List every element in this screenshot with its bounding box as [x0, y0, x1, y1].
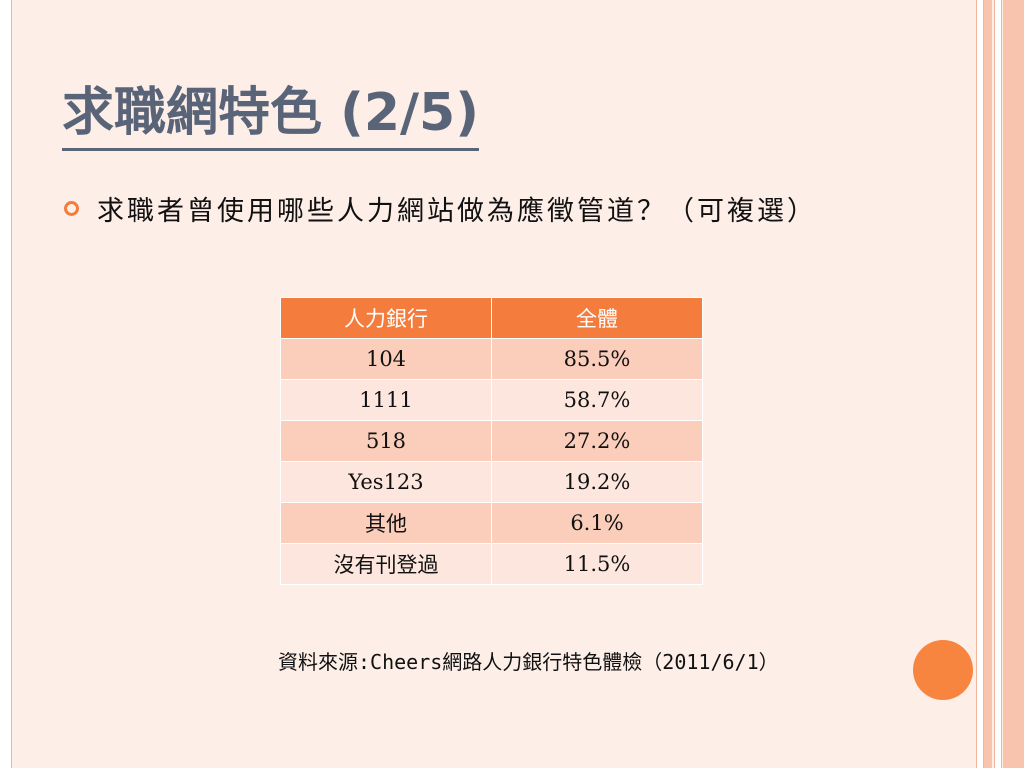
- table-cell: Yes123: [280, 461, 492, 503]
- table-cell: 85.5%: [491, 338, 703, 380]
- table-cell: 6.1%: [491, 502, 703, 544]
- table-cell: 1111: [280, 379, 492, 421]
- table-cell: 104: [280, 338, 492, 380]
- decor-stripe: [984, 0, 992, 768]
- table-cell: 27.2%: [491, 420, 703, 462]
- table-cell: 沒有刊登過: [280, 543, 492, 585]
- table-row: 其他 6.1%: [280, 502, 703, 544]
- header-cell-overall: 全體: [491, 297, 703, 339]
- table-cell: 其他: [280, 502, 492, 544]
- table-row: 1111 58.7%: [280, 379, 703, 421]
- table-row: Yes123 19.2%: [280, 461, 703, 503]
- bullet-circle-icon: [64, 200, 79, 216]
- table-row: 沒有刊登過 11.5%: [280, 543, 703, 585]
- table-row: 104 85.5%: [280, 338, 703, 380]
- table-cell: 19.2%: [491, 461, 703, 503]
- table-cell: 58.7%: [491, 379, 703, 421]
- data-table: 人力銀行 全體 104 85.5% 1111 58.7% 518 27.2% Y…: [280, 297, 703, 585]
- bullet-text: 求職者曾使用哪些人力網站做為應徵管道？（可複選）: [97, 195, 817, 227]
- decor-stripe: [976, 0, 984, 768]
- table-cell: 11.5%: [491, 543, 703, 585]
- left-border: [0, 0, 12, 768]
- table-row: 518 27.2%: [280, 420, 703, 462]
- table-header-row: 人力銀行 全體: [280, 297, 703, 339]
- slide-title: 求職網特色 (2/5): [62, 78, 479, 151]
- decor-circle: [913, 640, 973, 700]
- source-note: 資料來源:Cheers網路人力銀行特色體檢（2011/6/1）: [278, 650, 779, 674]
- bullet-item: 求職者曾使用哪些人力網站做為應徵管道？（可複選）: [64, 190, 817, 227]
- header-cell-bank: 人力銀行: [280, 297, 492, 339]
- table-cell: 518: [280, 420, 492, 462]
- decor-stripe: [1003, 0, 1024, 768]
- decor-stripe: [994, 0, 1002, 768]
